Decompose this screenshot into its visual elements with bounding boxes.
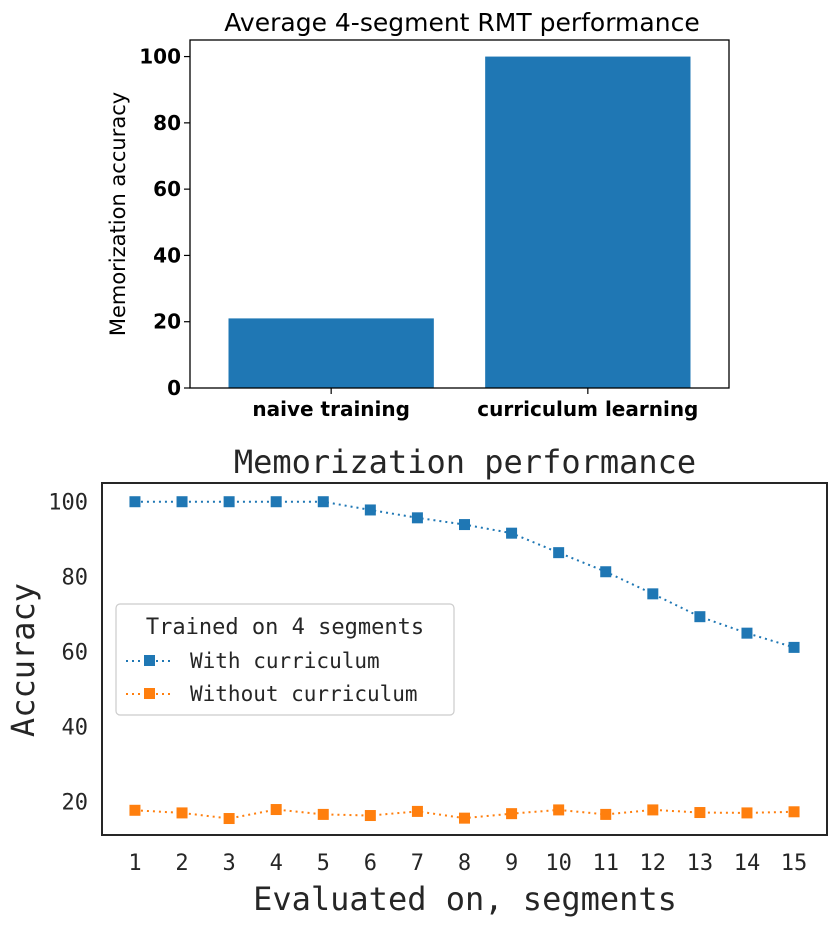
point-with-curriculum-5 — [317, 496, 329, 508]
legend-swatch-marker-with-curriculum — [144, 655, 155, 666]
line-chart-y-axis-label: Accuracy — [4, 583, 42, 737]
line-y-ticks: 20 40 60 80 100 — [48, 491, 88, 816]
point-without-curriculum-4 — [270, 804, 282, 816]
point-without-curriculum-11 — [600, 808, 612, 820]
bar-plot-frame — [189, 39, 730, 389]
point-without-curriculum-14 — [741, 807, 753, 819]
line-y-tick-label-40: 40 — [62, 715, 89, 740]
point-without-curriculum-9 — [506, 808, 518, 820]
bar-chart-title: Average 4-segment RMT performance — [224, 8, 699, 37]
bar-x-ticks: naive training curriculum learning — [252, 388, 698, 421]
line-series — [129, 496, 800, 825]
line-plot-frame — [101, 482, 828, 836]
point-without-curriculum-1 — [129, 804, 141, 816]
legend-box — [115, 603, 455, 716]
line-x-tick-label-6: 6 — [364, 851, 377, 876]
line-chart-x-axis-label: Evaluated on, segments — [253, 880, 677, 918]
line-x-ticks: 1 2 3 4 5 6 7 8 9 10 11 12 13 14 15 — [128, 851, 807, 876]
series-without-curriculum — [129, 804, 800, 825]
legend-swatch-marker-without-curriculum — [144, 688, 155, 699]
bar-y-tick-label-60: 60 — [153, 177, 181, 201]
line-x-tick-label-13: 13 — [687, 851, 714, 876]
line-x-tick-label-11: 11 — [592, 851, 619, 876]
point-without-curriculum-6 — [364, 810, 376, 822]
point-without-curriculum-8 — [459, 812, 470, 824]
legend: Trained on 4 segments With curriculum Wi… — [115, 603, 455, 716]
point-with-curriculum-12 — [647, 588, 659, 600]
line-y-tick-label-80: 80 — [62, 566, 89, 591]
line-chart: Memorization performance Accuracy Evalua… — [4, 443, 828, 918]
point-without-curriculum-10 — [553, 804, 565, 816]
bar-curriculum-learning — [485, 56, 691, 388]
point-without-curriculum-13 — [694, 807, 706, 819]
point-with-curriculum-11 — [600, 566, 612, 578]
bar-y-ticks: 0 20 40 60 80 100 — [139, 45, 190, 400]
line-x-tick-label-3: 3 — [222, 851, 235, 876]
line-x-tick-label-4: 4 — [270, 851, 283, 876]
line-y-tick-label-60: 60 — [62, 641, 89, 666]
bar-marks — [228, 56, 691, 388]
line-x-tick-label-8: 8 — [458, 851, 471, 876]
line-x-tick-label-1: 1 — [128, 851, 141, 876]
point-with-curriculum-7 — [411, 512, 423, 524]
bar-chart: Average 4-segment RMT performance Memori… — [106, 8, 730, 421]
legend-title: Trained on 4 segments — [146, 615, 424, 640]
legend-entry-without-curriculum: Without curriculum — [126, 682, 418, 706]
point-with-curriculum-4 — [270, 496, 282, 508]
line-y-tick-label-20: 20 — [62, 790, 89, 815]
point-with-curriculum-14 — [741, 627, 753, 639]
line-x-tick-label-15: 15 — [781, 851, 808, 876]
bar-y-tick-label-80: 80 — [153, 111, 181, 135]
point-with-curriculum-15 — [788, 641, 800, 653]
line-y-tick-label-100: 100 — [48, 491, 88, 516]
line-x-tick-label-5: 5 — [317, 851, 330, 876]
point-with-curriculum-9 — [506, 527, 518, 539]
point-without-curriculum-12 — [647, 804, 659, 816]
line-x-tick-label-12: 12 — [640, 851, 667, 876]
legend-label-without-curriculum: Without curriculum — [190, 682, 418, 706]
point-without-curriculum-2 — [176, 807, 188, 819]
line-x-tick-label-9: 9 — [505, 851, 518, 876]
point-with-curriculum-10 — [553, 547, 565, 559]
point-without-curriculum-15 — [788, 806, 800, 818]
bar-y-tick-label-100: 100 — [139, 45, 181, 69]
line-x-tick-label-7: 7 — [411, 851, 424, 876]
line-x-tick-label-2: 2 — [175, 851, 188, 876]
line-x-tick-label-14: 14 — [734, 851, 761, 876]
bar-y-tick-label-40: 40 — [153, 243, 181, 267]
point-with-curriculum-6 — [364, 504, 376, 516]
bar-chart-y-axis-label: Memorization accuracy — [106, 92, 130, 336]
point-with-curriculum-13 — [694, 611, 706, 623]
point-without-curriculum-5 — [317, 808, 329, 820]
point-with-curriculum-2 — [176, 496, 188, 508]
point-without-curriculum-7 — [411, 805, 423, 817]
legend-label-with-curriculum: With curriculum — [190, 649, 380, 673]
bar-y-tick-label-20: 20 — [153, 310, 181, 334]
line-chart-title: Memorization performance — [234, 443, 696, 481]
point-with-curriculum-8 — [459, 519, 470, 531]
bar-y-tick-label-0: 0 — [167, 376, 181, 400]
point-with-curriculum-1 — [129, 496, 141, 508]
bar-x-tick-label-naive-training: naive training — [252, 397, 410, 421]
bar-x-tick-label-curriculum-learning: curriculum learning — [477, 397, 698, 421]
point-with-curriculum-3 — [223, 496, 235, 508]
bar-naive-training — [228, 318, 434, 388]
legend-entry-with-curriculum: With curriculum — [126, 649, 380, 673]
point-without-curriculum-3 — [223, 813, 235, 825]
line-x-tick-label-10: 10 — [545, 851, 572, 876]
series-with-curriculum — [129, 496, 800, 653]
